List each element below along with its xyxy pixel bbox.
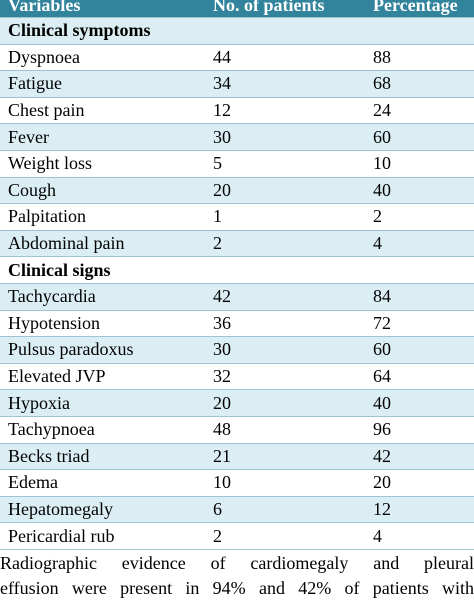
table-cell: Weight loss (0, 150, 205, 178)
table-cell: 40 (365, 177, 474, 205)
table-cell: 42 (365, 443, 474, 471)
table-row: Cough 20 40 (0, 177, 474, 205)
table-cell: Hypoxia (0, 389, 205, 417)
header-row: Variables No. of patients Percentage (0, 0, 474, 18)
table-cell: Edema (0, 469, 205, 497)
table-row: Becks triad 21 42 (0, 443, 474, 471)
table-cell: 4 (365, 522, 474, 550)
section-title: Clinical signs (0, 256, 474, 284)
table-row: Pericardial rub 2 4 (0, 522, 474, 550)
table-cell: 30 (205, 336, 365, 364)
table-cell: Palpitation (0, 203, 205, 231)
table-cell: 88 (365, 44, 474, 72)
table-cell: 48 (205, 416, 365, 444)
table-cell: 68 (365, 70, 474, 98)
table-cell: 10 (365, 150, 474, 178)
table-cell: 10 (205, 469, 365, 497)
table-row: Fever 30 60 (0, 123, 474, 151)
table-cell: 72 (365, 310, 474, 338)
paragraph-line: effusion were present in 94% and 42% of … (0, 578, 474, 598)
table-cell: Tachypnoea (0, 416, 205, 444)
table-cell: 40 (365, 389, 474, 417)
table-cell: Fatigue (0, 70, 205, 98)
table-cell: 6 (205, 496, 365, 524)
table-row: Dyspnoea 44 88 (0, 44, 474, 72)
table-cell: 4 (365, 230, 474, 258)
table-cell: 32 (205, 363, 365, 391)
table-cell: Hepatomegaly (0, 496, 205, 524)
table-cell: 60 (365, 336, 474, 364)
table-cell: 12 (205, 97, 365, 125)
table-cell: Elevated JVP (0, 363, 205, 391)
table-cell: Pericardial rub (0, 522, 205, 550)
table-row: Fatigue 34 68 (0, 70, 474, 98)
table-row: Edema 10 20 (0, 469, 474, 497)
table-cell: Pulsus paradoxus (0, 336, 205, 364)
table-cell: 60 (365, 123, 474, 151)
table-cell: Cough (0, 177, 205, 205)
table-cell: 5 (205, 150, 365, 178)
table-row: Tachycardia 42 84 (0, 283, 474, 311)
table-cell: Tachycardia (0, 283, 205, 311)
header-cell: No. of patients (205, 0, 365, 18)
table-cell: 20 (205, 177, 365, 205)
table-cell: 96 (365, 416, 474, 444)
table-cell: 36 (205, 310, 365, 338)
table-cell: 30 (205, 123, 365, 151)
table-cell: 64 (365, 363, 474, 391)
table-row: Hepatomegaly 6 12 (0, 496, 474, 524)
table-row: Abdominal pain 2 4 (0, 230, 474, 258)
table-cell: 1 (205, 203, 365, 231)
table-row: Elevated JVP 32 64 (0, 363, 474, 391)
table-cell: Chest pain (0, 97, 205, 125)
table-cell: Abdominal pain (0, 230, 205, 258)
table-cell: 44 (205, 44, 365, 72)
table-cell: Becks triad (0, 443, 205, 471)
header-cell: Percentage (365, 0, 474, 18)
table-cell: Dyspnoea (0, 44, 205, 72)
table-cell: 84 (365, 283, 474, 311)
table-cell: 2 (205, 522, 365, 550)
table-row: Chest pain 12 24 (0, 97, 474, 125)
table-row: Weight loss 5 10 (0, 150, 474, 178)
table-cell: 12 (365, 496, 474, 524)
table-cell: 20 (365, 469, 474, 497)
table-row: Hypoxia 20 40 (0, 389, 474, 417)
table-cell: Hypotension (0, 310, 205, 338)
section-title: Clinical symptoms (0, 17, 474, 45)
table-cell: 21 (205, 443, 365, 471)
table-cell: 42 (205, 283, 365, 311)
table-row: Pulsus paradoxus 30 60 (0, 336, 474, 364)
data-table: Variables No. of patients Percentage Clinic… (0, 0, 474, 550)
table-row: Tachypnoea 48 96 (0, 416, 474, 444)
table-cell: Fever (0, 123, 205, 151)
table-row: Hypotension 36 72 (0, 310, 474, 338)
table-cell: 2 (365, 203, 474, 231)
table-row: Palpitation 1 2 (0, 203, 474, 231)
paragraph-line: Radiographic evidence of cardiomegaly an… (0, 553, 474, 573)
table-cell: 2 (205, 230, 365, 258)
header-cell: Variables (0, 0, 205, 18)
table-cell: 24 (365, 97, 474, 125)
table-cell: 34 (205, 70, 365, 98)
paragraph: Radiographic evidence of cardiomegaly an… (0, 551, 474, 601)
section-row: Clinical symptoms (0, 17, 474, 45)
section-row: Clinical signs (0, 256, 474, 284)
table-cell: 20 (205, 389, 365, 417)
